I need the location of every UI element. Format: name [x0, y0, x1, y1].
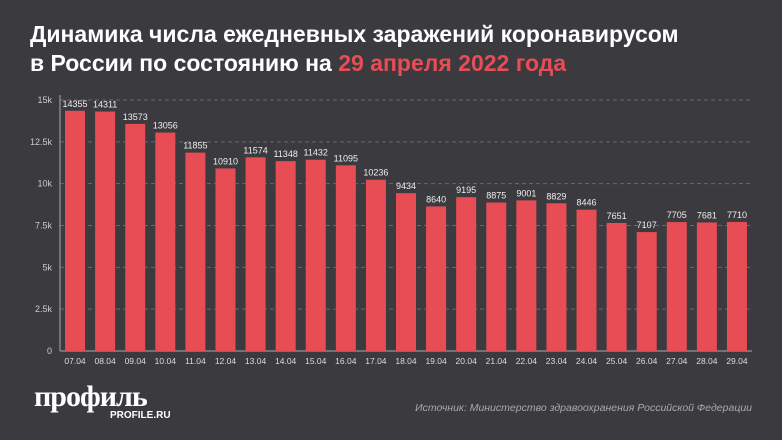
- title-line-1: Динамика числа ежедневных заражений коро…: [30, 21, 679, 47]
- bar: [696, 222, 717, 351]
- x-tick-label: 28.04: [696, 356, 718, 366]
- x-tick-label: 14.04: [275, 356, 297, 366]
- x-tick-label: 25.04: [606, 356, 628, 366]
- title-date-highlight: 29 апреля 2022 года: [338, 50, 567, 76]
- x-tick-label: 26.04: [636, 356, 658, 366]
- data-label: 9001: [516, 188, 536, 198]
- y-tick-label: 5k: [42, 262, 52, 272]
- data-label: 11432: [304, 148, 328, 158]
- bar: [125, 123, 146, 351]
- x-tick-label: 15.04: [305, 356, 327, 366]
- logo: профиль: [34, 380, 148, 413]
- data-label: 7107: [637, 220, 657, 230]
- data-label: 11855: [183, 141, 207, 151]
- bar: [486, 202, 507, 351]
- bar: [426, 206, 447, 351]
- source-note: Источник: Министерство здравоохранения Р…: [415, 402, 752, 414]
- bar: [245, 157, 266, 351]
- data-label: 7705: [667, 210, 687, 220]
- data-label: 10236: [363, 168, 388, 178]
- x-tick-label: 24.04: [576, 356, 598, 366]
- data-label: 13056: [153, 121, 178, 131]
- x-tick-label: 29.04: [726, 356, 748, 366]
- logo-url: PROFILE.RU: [110, 410, 171, 421]
- data-label: 10910: [213, 156, 238, 166]
- bar: [606, 222, 627, 351]
- data-label: 9195: [456, 185, 476, 195]
- bar: [305, 159, 326, 351]
- data-label: 8640: [426, 194, 446, 204]
- bar: [576, 209, 597, 351]
- data-label: 7710: [727, 210, 747, 220]
- data-label: 7681: [697, 210, 717, 220]
- y-tick-label: 0: [47, 346, 52, 356]
- data-label: 9434: [396, 181, 416, 191]
- bar: [546, 203, 567, 351]
- x-tick-label: 09.04: [125, 356, 147, 366]
- y-tick-label: 7.5k: [35, 221, 53, 231]
- bar: [275, 161, 296, 351]
- bar: [726, 221, 747, 351]
- y-tick-label: 2.5k: [35, 304, 53, 314]
- y-tick-label: 15k: [37, 95, 52, 105]
- bar: [456, 197, 477, 351]
- x-tick-label: 23.04: [546, 356, 568, 366]
- bar: [396, 193, 416, 351]
- title-line-2: в России по состоянию на: [30, 50, 339, 76]
- data-label: 8446: [577, 198, 597, 208]
- x-tick-label: 22.04: [516, 356, 538, 366]
- data-label: 11574: [243, 145, 267, 155]
- data-label: 11095: [334, 153, 358, 163]
- data-label: 13573: [123, 112, 148, 122]
- bar: [95, 111, 116, 351]
- data-label: 14355: [63, 99, 88, 109]
- x-tick-label: 27.04: [666, 356, 688, 366]
- y-tick-label: 12.5k: [30, 137, 53, 147]
- x-tick-label: 13.04: [245, 356, 267, 366]
- x-tick-label: 20.04: [456, 356, 478, 366]
- x-tick-label: 17.04: [365, 356, 387, 366]
- bar: [65, 110, 86, 351]
- x-tick-label: 21.04: [486, 356, 508, 366]
- x-tick-label: 08.04: [94, 356, 116, 366]
- chart-title: Динамика числа ежедневных заражений коро…: [30, 20, 679, 78]
- x-tick-label: 11.04: [185, 356, 206, 366]
- data-label: 11348: [273, 149, 297, 159]
- x-tick-label: 19.04: [425, 356, 447, 366]
- bar: [636, 232, 657, 351]
- bar: [365, 179, 386, 351]
- y-tick-label: 10k: [37, 179, 52, 189]
- bar: [335, 165, 356, 351]
- x-tick-label: 10.04: [155, 356, 177, 366]
- data-label: 14311: [93, 100, 117, 110]
- data-label: 8875: [486, 190, 506, 200]
- x-tick-label: 18.04: [395, 356, 417, 366]
- bar: [666, 222, 687, 351]
- x-tick-label: 07.04: [64, 356, 86, 366]
- bar: [185, 152, 206, 351]
- bar: [215, 168, 236, 351]
- x-tick-label: 16.04: [335, 356, 357, 366]
- bar: [155, 132, 176, 351]
- data-label: 8829: [546, 191, 566, 201]
- x-tick-label: 12.04: [215, 356, 237, 366]
- bar: [516, 200, 537, 351]
- data-label: 7651: [607, 211, 627, 221]
